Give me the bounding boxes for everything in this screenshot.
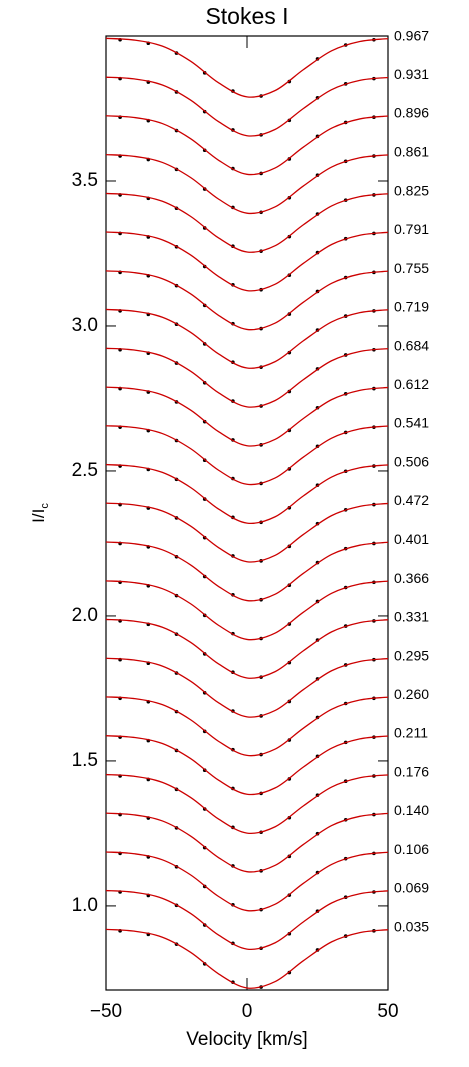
model-line [105, 425, 389, 486]
phase-label: 0.931 [394, 66, 429, 82]
model-line [105, 463, 389, 525]
phase-label: 0.967 [394, 27, 429, 43]
model-line [105, 541, 389, 602]
model-line [105, 851, 389, 912]
x-axis-label: Velocity [km/s] [186, 1029, 307, 1050]
phase-label: 0.069 [394, 880, 429, 896]
y-tick-label: 3.5 [72, 170, 98, 191]
chart-title: Stokes I [205, 3, 288, 29]
phase-label: 0.401 [394, 531, 429, 547]
phase-label: 0.719 [394, 298, 429, 314]
phase-label: 0.755 [394, 260, 429, 276]
model-line [105, 76, 389, 137]
y-axis-label-sub: c [39, 503, 51, 509]
y-tick-label: 1.5 [72, 750, 98, 771]
phase-label: 0.472 [394, 492, 429, 508]
y-axis-label: I/Ic [29, 503, 50, 523]
model-line [105, 115, 389, 176]
phase-label: 0.612 [394, 376, 429, 392]
y-tick-label: 2.0 [72, 605, 98, 626]
x-tick-label: 50 [377, 1001, 398, 1022]
model-line [105, 37, 389, 98]
model-line [105, 889, 389, 951]
x-tick-label: −50 [90, 1001, 122, 1022]
phase-label: 0.140 [394, 802, 429, 818]
model-line [105, 192, 389, 253]
phase-label: 0.791 [394, 221, 429, 237]
model-line [105, 773, 389, 835]
phase-label: 0.331 [394, 608, 429, 624]
model-line [105, 308, 389, 369]
phase-label: 0.366 [394, 570, 429, 586]
model-line [105, 812, 389, 873]
model-line [105, 618, 389, 679]
y-tick-label: 3.0 [72, 315, 98, 336]
phase-label: 0.861 [394, 144, 429, 160]
model-line [105, 153, 389, 215]
phase-label: 0.684 [394, 337, 429, 353]
model-line [105, 928, 389, 989]
y-tick-label: 2.5 [72, 460, 98, 481]
phase-label: 0.211 [394, 725, 428, 741]
model-line [105, 580, 389, 641]
phase-label: 0.295 [394, 647, 429, 663]
phase-label: 0.260 [394, 686, 429, 702]
model-line [105, 270, 389, 331]
phase-label: 0.035 [394, 918, 429, 934]
phase-label: 0.541 [394, 415, 429, 431]
phase-label: 0.506 [394, 454, 429, 470]
y-tick-label: 1.0 [72, 895, 98, 916]
phase-label: 0.106 [394, 841, 429, 857]
model-line [105, 386, 389, 447]
model-line [105, 657, 389, 718]
phase-label: 0.825 [394, 182, 429, 198]
phase-label: 0.176 [394, 764, 429, 780]
model-line [105, 696, 389, 757]
model-line [105, 231, 389, 292]
model-line [105, 347, 389, 408]
model-line [105, 502, 389, 563]
phase-label: 0.896 [394, 105, 429, 121]
model-line [105, 735, 389, 796]
y-axis-label-main: I/I [29, 509, 48, 523]
x-tick-label: 0 [242, 1001, 253, 1022]
